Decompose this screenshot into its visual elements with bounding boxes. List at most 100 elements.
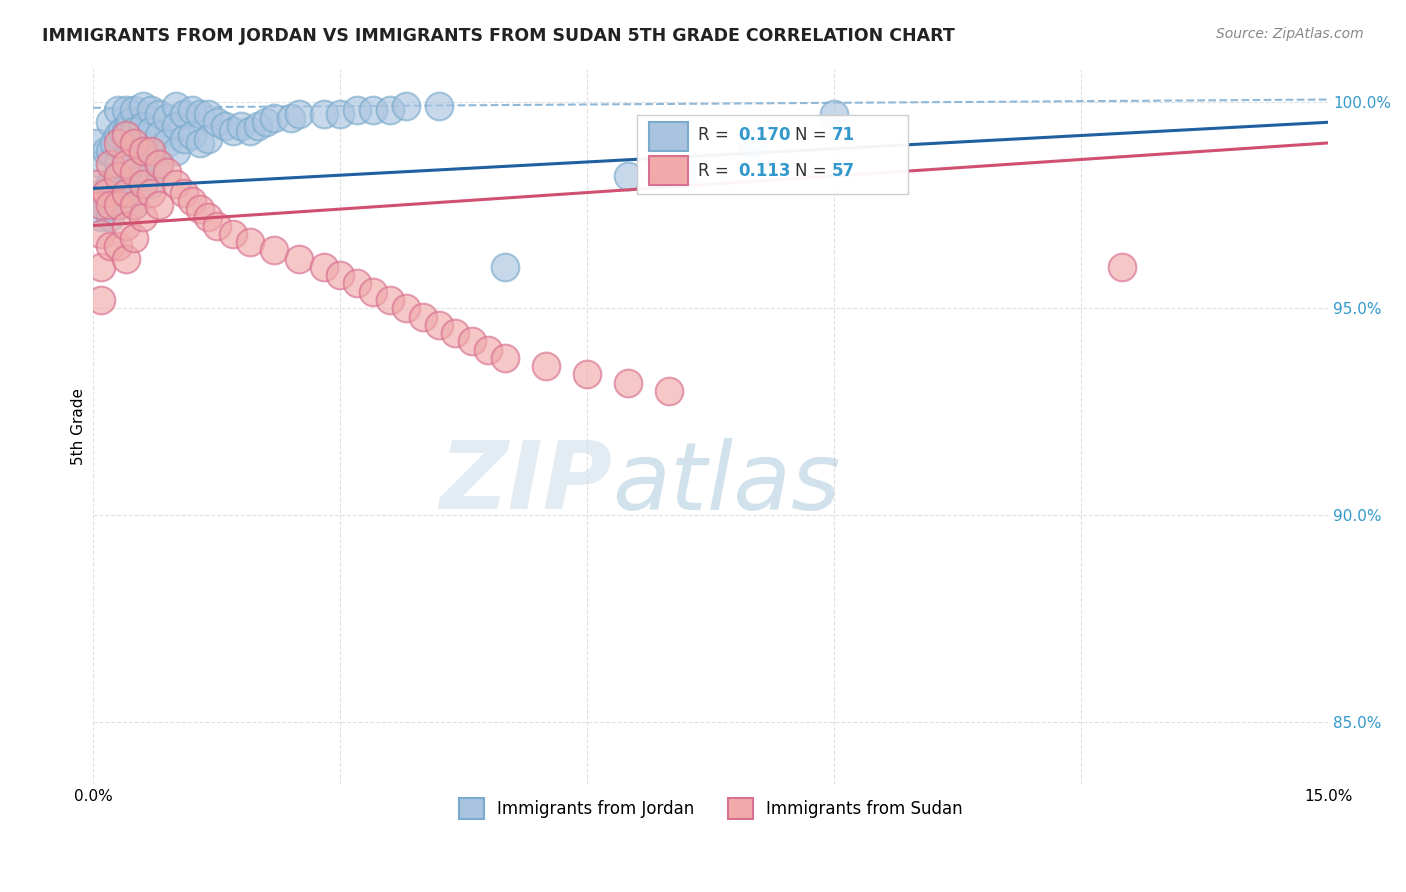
Point <box>165 99 187 113</box>
Point <box>124 231 146 245</box>
Point <box>107 156 129 170</box>
Point <box>124 148 146 162</box>
Point <box>107 239 129 253</box>
Point <box>346 277 368 291</box>
Point <box>263 244 285 258</box>
Y-axis label: 5th Grade: 5th Grade <box>72 388 86 465</box>
Point <box>188 107 211 121</box>
Text: 0.170: 0.170 <box>738 126 790 144</box>
Text: 57: 57 <box>832 161 855 180</box>
Point <box>156 165 179 179</box>
Point <box>98 115 121 129</box>
Point <box>131 145 153 159</box>
Point <box>124 103 146 117</box>
Point <box>181 103 204 117</box>
Point <box>461 334 484 349</box>
Point <box>148 156 170 170</box>
Point <box>165 145 187 159</box>
Point <box>494 260 516 274</box>
Point <box>139 145 162 159</box>
Point <box>90 211 112 225</box>
Point <box>131 169 153 183</box>
Point <box>173 107 195 121</box>
Point <box>115 103 138 117</box>
Point <box>94 186 117 200</box>
Point <box>115 123 138 137</box>
Legend: Immigrants from Jordan, Immigrants from Sudan: Immigrants from Jordan, Immigrants from … <box>453 792 969 825</box>
Point <box>361 103 384 117</box>
Point <box>395 301 418 316</box>
Point <box>139 123 162 137</box>
Point <box>90 227 112 241</box>
Point <box>131 145 153 159</box>
Point <box>124 123 146 137</box>
Point <box>90 156 112 170</box>
Point <box>231 120 253 134</box>
Point <box>103 136 125 150</box>
Point <box>534 359 557 374</box>
Point <box>90 198 112 212</box>
Point <box>90 186 112 200</box>
Point <box>197 132 219 146</box>
Point <box>115 252 138 266</box>
Point <box>239 123 262 137</box>
Point <box>239 235 262 249</box>
Point <box>107 169 129 183</box>
Point <box>576 368 599 382</box>
Point <box>214 120 236 134</box>
Text: N =: N = <box>794 161 831 180</box>
Point <box>148 107 170 121</box>
Point <box>741 136 763 150</box>
Point <box>173 132 195 146</box>
Point <box>181 128 204 142</box>
Point <box>90 293 112 307</box>
Point <box>107 103 129 117</box>
Point <box>98 145 121 159</box>
Point <box>427 318 450 332</box>
Point <box>148 198 170 212</box>
Point <box>98 156 121 170</box>
Point <box>181 194 204 208</box>
Point <box>124 198 146 212</box>
Point <box>98 198 121 212</box>
Point <box>98 211 121 225</box>
Point <box>98 178 121 192</box>
Point <box>222 227 245 241</box>
Point <box>131 120 153 134</box>
Point <box>115 186 138 200</box>
Point <box>205 115 228 129</box>
Point <box>188 202 211 216</box>
Point <box>188 136 211 150</box>
Point <box>263 111 285 125</box>
FancyBboxPatch shape <box>637 115 908 194</box>
Point <box>111 123 134 137</box>
Point <box>94 145 117 159</box>
Text: 0.113: 0.113 <box>738 161 790 180</box>
Point <box>280 111 302 125</box>
Point <box>131 99 153 113</box>
Text: ZIP: ZIP <box>439 437 612 529</box>
Point <box>427 99 450 113</box>
Point <box>329 107 352 121</box>
Point <box>254 115 277 129</box>
Point <box>658 384 681 398</box>
Point <box>115 219 138 233</box>
Point <box>139 178 162 192</box>
Point <box>165 120 187 134</box>
Point <box>173 186 195 200</box>
Point <box>148 156 170 170</box>
Point <box>107 198 129 212</box>
Text: IMMIGRANTS FROM JORDAN VS IMMIGRANTS FROM SUDAN 5TH GRADE CORRELATION CHART: IMMIGRANTS FROM JORDAN VS IMMIGRANTS FRO… <box>42 27 955 45</box>
Point <box>197 107 219 121</box>
Point <box>165 178 187 192</box>
Text: R =: R = <box>699 161 734 180</box>
Point <box>205 219 228 233</box>
Point <box>115 128 138 142</box>
Point <box>156 111 179 125</box>
Point <box>361 285 384 299</box>
Point <box>617 376 640 390</box>
Point <box>494 351 516 365</box>
Point <box>312 107 335 121</box>
Point <box>222 123 245 137</box>
Point <box>329 268 352 283</box>
